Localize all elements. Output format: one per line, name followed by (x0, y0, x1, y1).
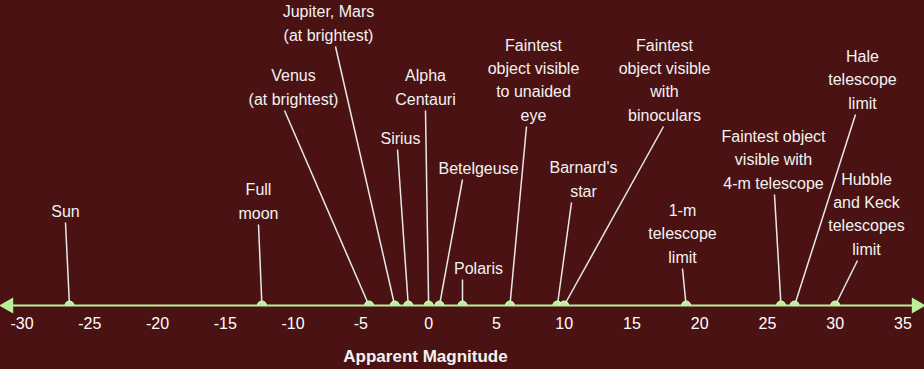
svg-text:Venus(at brightest): Venus(at brightest) (249, 67, 339, 107)
svg-text:Faintestobject visiblewithbino: Faintestobject visiblewithbinoculars (619, 37, 711, 124)
svg-text:Fullmoon: Fullmoon (238, 181, 278, 221)
svg-text:Jupiter, Mars(at brightest): Jupiter, Mars(at brightest) (283, 3, 375, 43)
svg-text:1-mtelescopelimit: 1-mtelescopelimit (648, 202, 717, 265)
svg-text:35: 35 (894, 315, 912, 332)
svg-text:Faintest objectvisible with4-m: Faintest objectvisible with4-m telescope (721, 128, 826, 191)
svg-text:25: 25 (759, 315, 777, 332)
svg-text:Polaris: Polaris (454, 260, 503, 277)
svg-text:Haletelescopelimit: Haletelescopelimit (828, 48, 897, 111)
svg-text:-15: -15 (214, 315, 237, 332)
svg-text:Betelgeuse: Betelgeuse (438, 160, 518, 177)
svg-text:Sun: Sun (51, 203, 79, 220)
svg-text:Hubbleand Kecktelescopeslimit: Hubbleand Kecktelescopeslimit (828, 171, 905, 258)
svg-text:5: 5 (492, 315, 501, 332)
svg-text:Faintestobject visibleto unaid: Faintestobject visibleto unaidedeye (488, 37, 580, 124)
svg-text:Apparent Magnitude: Apparent Magnitude (343, 347, 507, 366)
svg-text:AlphaCentauri: AlphaCentauri (395, 67, 455, 107)
svg-text:-30: -30 (10, 315, 33, 332)
svg-text:-25: -25 (78, 315, 101, 332)
svg-text:-5: -5 (354, 315, 368, 332)
svg-text:Sirius: Sirius (380, 130, 420, 147)
svg-text:20: 20 (691, 315, 709, 332)
svg-text:-20: -20 (146, 315, 169, 332)
svg-text:15: 15 (623, 315, 641, 332)
svg-text:30: 30 (826, 315, 844, 332)
svg-text:10: 10 (555, 315, 573, 332)
svg-text:0: 0 (424, 315, 433, 332)
svg-text:-10: -10 (282, 315, 305, 332)
svg-text:Barnard'sstar: Barnard'sstar (550, 159, 618, 199)
